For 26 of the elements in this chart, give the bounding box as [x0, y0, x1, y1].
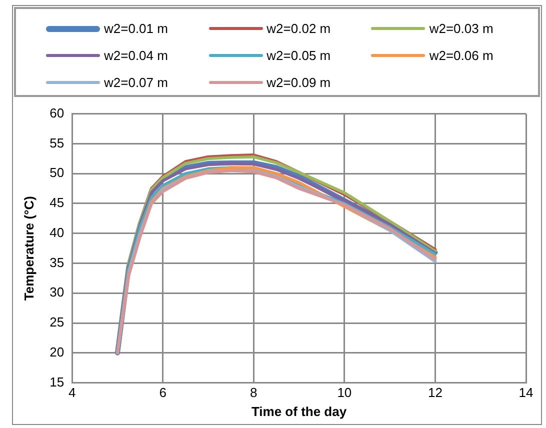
y-tick-label: 20 — [50, 344, 64, 360]
legend-label: w2=0.02 m — [266, 21, 331, 36]
legend-label: w2=0.09 m — [266, 75, 331, 90]
legend-label: w2=0.06 m — [429, 48, 494, 63]
y-tick-label: 40 — [50, 224, 64, 240]
y-tick-label: 55 — [50, 135, 64, 150]
x-tick-label: 10 — [337, 385, 352, 400]
y-tick-label: 15 — [50, 374, 64, 390]
x-tick-label: 4 — [68, 385, 76, 400]
x-tick-label: 8 — [250, 385, 258, 400]
x-tick-label: 6 — [159, 385, 166, 400]
legend-label: w2=0.04 m — [104, 48, 168, 63]
y-tick-label: 60 — [50, 105, 64, 120]
x-tick-label: 12 — [428, 385, 442, 400]
legend-label: w2=0.07 m — [104, 75, 168, 90]
y-tick-label: 30 — [50, 284, 64, 300]
y-tick-label: 50 — [50, 165, 64, 180]
y-tick-label: 25 — [50, 314, 64, 330]
x-axis-title: Time of the day — [251, 404, 348, 419]
y-axis-title: Temperature (°C) — [21, 196, 36, 301]
legend-label: w2=0.05 m — [266, 48, 331, 63]
x-tick-label: 14 — [518, 385, 534, 400]
y-tick-label: 35 — [50, 254, 64, 270]
legend-label: w2=0.01 m — [104, 21, 168, 36]
legend-label: w2=0.03 m — [429, 21, 494, 36]
y-tick-label: 45 — [50, 195, 64, 210]
